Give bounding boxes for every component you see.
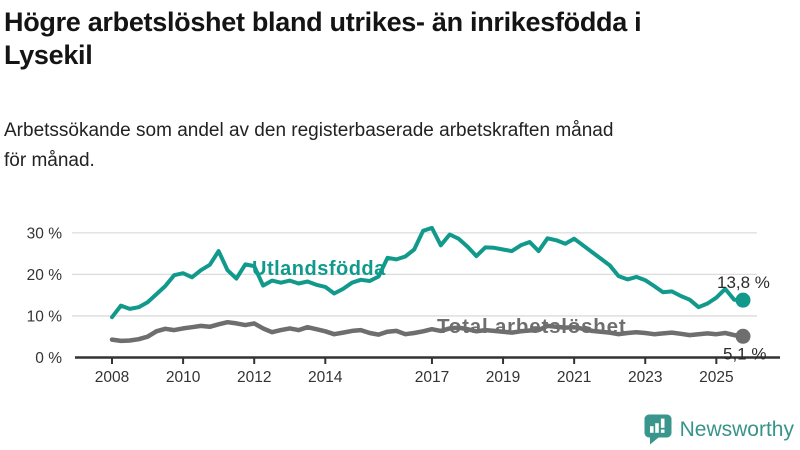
- newsworthy-logo-text: Newsworthy: [679, 417, 794, 441]
- x-tick-label: 2014: [308, 369, 343, 386]
- series-label-utlandsfodda: Utlandsfödda: [252, 258, 386, 280]
- chart-subtitle: Arbetssökande som andel av den registerb…: [4, 116, 796, 176]
- x-tick-label: 2019: [486, 369, 520, 386]
- newsworthy-logo: Newsworthy: [644, 414, 794, 445]
- series-line-total: [109, 319, 746, 344]
- series-end-dot-total: [735, 328, 751, 344]
- x-tick-label: 2021: [557, 369, 591, 386]
- page-title: Högre arbetslöshet bland utrikes- än inr…: [4, 6, 796, 73]
- x-tick-label: 2012: [237, 369, 271, 386]
- series-label-total-arbetsloshet: Total arbetslöshet: [437, 315, 626, 338]
- y-tick-label: 10 %: [27, 308, 63, 325]
- page-title-line-1: Högre arbetslöshet bland utrikes- än inr…: [4, 7, 642, 37]
- end-value-label-total: 5,1 %: [723, 345, 766, 364]
- chart-subtitle-line-1: Arbetssökande som andel av den registerb…: [4, 120, 614, 141]
- x-tick-label: 2025: [699, 369, 733, 386]
- x-tick-label: 2023: [628, 369, 662, 386]
- y-tick-label: 30 %: [27, 225, 63, 242]
- newsworthy-logo-icon: [644, 414, 672, 445]
- series-end-dot-utlandsfodda: [735, 292, 751, 308]
- x-tick-label: 2008: [95, 369, 129, 386]
- series-line-utlandsfodda: [110, 225, 745, 320]
- end-value-label-utlandsfodda: 13,8 %: [717, 273, 770, 292]
- x-tick-label: 2017: [415, 369, 449, 386]
- x-tick-label: 2010: [166, 369, 201, 386]
- page-title-line-2: Lysekil: [4, 40, 93, 71]
- chart-subtitle-line-2: för månad.: [4, 150, 95, 172]
- y-tick-label: 20 %: [27, 267, 63, 284]
- y-tick-label: 0 %: [35, 350, 62, 367]
